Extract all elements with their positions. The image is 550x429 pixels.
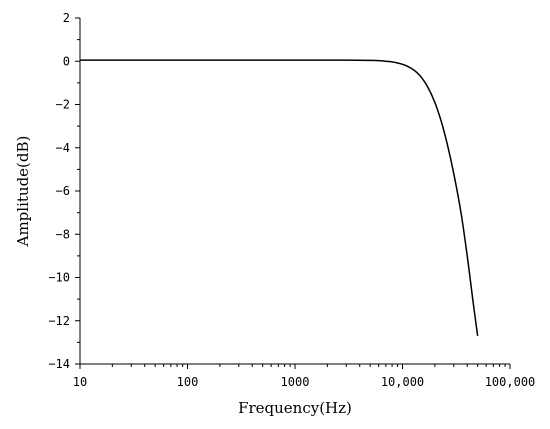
x-tick-label: 100 (177, 375, 199, 389)
y-tick-label: −10 (48, 271, 70, 285)
x-tick-label: 10 (73, 375, 87, 389)
amplitude-response-line (80, 59, 479, 336)
y-axis-ticks: 2 0 −2 −4 −6 −8 −10 −12 −14 (48, 11, 80, 371)
x-tick-label: 1000 (281, 375, 310, 389)
x-axis-ticks: 10 100 1000 10,000 100,000 (73, 364, 536, 389)
y-tick-label: −12 (48, 314, 70, 328)
y-axis-title: Amplitude(dB) (14, 136, 32, 248)
y-tick-label: −14 (48, 357, 70, 371)
x-tick-label: 10,000 (381, 375, 424, 389)
y-tick-label: −4 (56, 141, 70, 155)
y-tick-label: −6 (56, 184, 70, 198)
x-tick-label: 100,000 (485, 375, 536, 389)
y-tick-label: −2 (56, 98, 70, 112)
y-tick-label: −8 (56, 227, 70, 241)
x-axis-title: Frequency(Hz) (238, 399, 352, 417)
y-tick-label: 0 (63, 54, 70, 68)
y-tick-label: 2 (63, 11, 70, 25)
